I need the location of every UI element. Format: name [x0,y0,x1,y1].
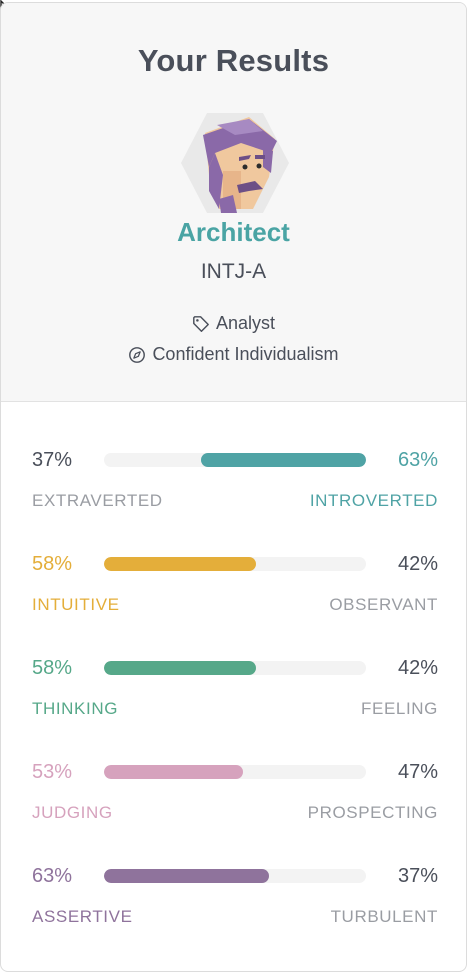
trait-left-percent: 37% [32,449,73,471]
trait-left-percent: 53% [32,761,73,783]
trait-bar [104,869,366,883]
trait-bar-fill [104,869,270,883]
trait-left-label: ASSERTIVE [32,907,133,926]
trait-row-energy: 37% 63% EXTRAVERTED INTROVERTED [32,435,438,539]
trait-right-label: FEELING [361,699,438,718]
personality-type-name: Architect [177,217,290,247]
trait-right-percent: 42% [397,553,438,575]
trait-right-label: OBSERVANT [329,595,438,614]
strategy-line: Confident Individualism [1,344,466,365]
trait-left-percent: 58% [32,657,73,679]
tag-icon [193,315,209,332]
trait-left-percent: 63% [32,865,73,887]
personality-type-code: INTJ-A [200,260,267,283]
trait-right-percent: 37% [397,865,438,887]
page-title: Your Results [137,43,330,78]
trait-right-percent: 63% [397,449,438,471]
trait-bar [104,661,366,675]
results-header: Your Results Architect INTJ-A Analyst [1,3,466,402]
role-label: Analyst [215,313,276,333]
role-line: Analyst [1,313,466,334]
trait-bar [104,453,366,467]
trait-row-tactics: 53% 47% JUDGING PROSPECTING [32,747,438,851]
trait-row-identity: 63% 37% ASSERTIVE TURBULENT [32,851,438,955]
trait-bar-fill [104,557,256,571]
trait-row-nature: 58% 42% THINKING FEELING [32,643,438,747]
trait-bar-fill [104,661,256,675]
trait-bar-fill [200,453,366,467]
trait-bar-fill [104,765,243,779]
trait-right-label: TURBULENT [330,907,438,926]
trait-right-label: PROSPECTING [307,803,438,822]
trait-right-label: INTROVERTED [309,491,438,510]
trait-bar [104,557,366,571]
trait-right-percent: 47% [397,761,438,783]
strategy-label: Confident Individualism [152,344,339,364]
trait-bar [104,765,366,779]
trait-left-percent: 58% [32,553,73,575]
trait-list: 37% 63% EXTRAVERTED INTROVERTED 58% 42% … [32,435,438,955]
compass-icon [129,346,146,363]
trait-left-label: EXTRAVERTED [32,491,163,510]
trait-left-label: JUDGING [32,803,113,822]
trait-left-label: THINKING [32,699,119,718]
trait-left-label: INTUITIVE [32,595,120,614]
architect-avatar-icon [181,113,289,213]
trait-row-mind: 58% 42% INTUITIVE OBSERVANT [32,539,438,643]
trait-right-percent: 42% [397,657,438,679]
